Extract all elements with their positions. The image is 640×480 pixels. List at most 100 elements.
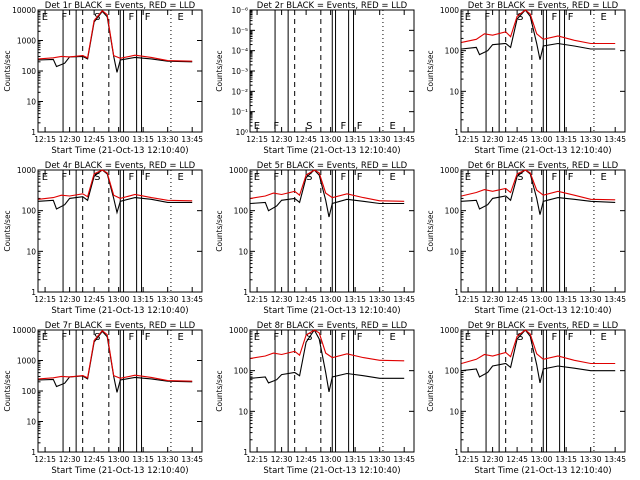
x-tick-label: 13:45 bbox=[604, 135, 626, 144]
x-tick-label: 12:45 bbox=[506, 135, 528, 144]
x-tick-label: 13:45 bbox=[181, 135, 203, 144]
region-label: F bbox=[568, 12, 574, 23]
x-tick-label: 12:30 bbox=[59, 135, 81, 144]
x-tick-label: 12:30 bbox=[271, 455, 293, 464]
x-tick-label: 12:15 bbox=[246, 295, 268, 304]
x-tick-label: 12:15 bbox=[34, 135, 56, 144]
y-axis-label: Counts/sec bbox=[215, 210, 224, 251]
y-tick-label: 100 bbox=[22, 387, 37, 396]
y-tick-label: 10 bbox=[238, 407, 248, 416]
x-tick-label: 12:45 bbox=[295, 135, 317, 144]
y-tick-label: 10⁰ bbox=[235, 128, 248, 137]
chart-title: Det 5r BLACK = Events, RED = LLD bbox=[257, 161, 408, 171]
x-tick-label: 13:45 bbox=[393, 455, 415, 464]
x-tick-label: 13:30 bbox=[580, 455, 602, 464]
y-tick-label: 100 bbox=[234, 207, 249, 216]
x-tick-label: 12:45 bbox=[83, 455, 105, 464]
x-tick-label: 13:45 bbox=[393, 295, 415, 304]
region-label: F bbox=[551, 12, 557, 23]
y-tick-label: 100 bbox=[445, 47, 460, 56]
x-tick-label: 13:15 bbox=[132, 135, 154, 144]
y-tick-label: 1 bbox=[454, 288, 459, 297]
x-axis-label: Start Time (21-Oct-13 12:10:40) bbox=[474, 466, 611, 476]
x-tick-label: 13:15 bbox=[555, 455, 577, 464]
x-tick-label: 13:30 bbox=[369, 295, 391, 304]
x-tick-label: 12:30 bbox=[482, 455, 504, 464]
x-tick-label: 12:15 bbox=[34, 455, 56, 464]
y-tick-label: 10⁻¹ bbox=[231, 108, 248, 117]
region-label: E bbox=[600, 172, 606, 183]
x-tick-label: 13:45 bbox=[181, 455, 203, 464]
region-label: F bbox=[61, 332, 67, 343]
region-label: S bbox=[306, 172, 312, 183]
region-label: F bbox=[357, 121, 363, 132]
y-tick-label: 10000 bbox=[12, 326, 36, 335]
x-axis-label: Start Time (21-Oct-13 12:10:40) bbox=[51, 146, 188, 156]
x-tick-label: 13:30 bbox=[157, 295, 179, 304]
y-tick-label: 1 bbox=[31, 128, 36, 137]
x-tick-label: 13:30 bbox=[369, 455, 391, 464]
x-tick-label: 12:30 bbox=[59, 455, 81, 464]
region-label: E bbox=[254, 172, 260, 183]
x-tick-label: 12:45 bbox=[506, 455, 528, 464]
chart-title: Det 4r BLACK = Events, RED = LLD bbox=[45, 161, 196, 171]
x-axis-label: Start Time (21-Oct-13 12:10:40) bbox=[263, 306, 400, 316]
region-label: E bbox=[177, 172, 183, 183]
region-label: F bbox=[340, 172, 346, 183]
chart-title: Det 2r BLACK = Events, RED = LLD bbox=[257, 1, 408, 11]
series-lld-line bbox=[461, 9, 616, 45]
x-tick-label: 13:45 bbox=[393, 135, 415, 144]
x-tick-label: 13:30 bbox=[157, 455, 179, 464]
y-axis-label: Counts/sec bbox=[215, 50, 224, 91]
series-lld-line bbox=[461, 169, 616, 201]
region-label: E bbox=[42, 172, 48, 183]
x-axis-label: Start Time (21-Oct-13 12:10:40) bbox=[263, 466, 400, 476]
x-tick-label: 13:15 bbox=[555, 135, 577, 144]
x-tick-label: 13:00 bbox=[108, 295, 130, 304]
region-label: F bbox=[568, 172, 574, 183]
x-tick-label: 13:15 bbox=[555, 295, 577, 304]
x-tick-label: 12:15 bbox=[246, 135, 268, 144]
x-tick-label: 13:00 bbox=[108, 455, 130, 464]
series-lld-line bbox=[461, 329, 616, 365]
chart-title: Det 8r BLACK = Events, RED = LLD bbox=[257, 321, 408, 331]
x-tick-label: 12:15 bbox=[246, 455, 268, 464]
region-label: F bbox=[484, 12, 490, 23]
y-tick-label: 1 bbox=[454, 448, 459, 457]
x-axis-label: Start Time (21-Oct-13 12:10:40) bbox=[51, 306, 188, 316]
y-tick-label: 1000 bbox=[440, 326, 459, 335]
y-tick-label: 10 bbox=[26, 418, 36, 427]
region-label: F bbox=[340, 332, 346, 343]
x-tick-label: 13:30 bbox=[157, 135, 179, 144]
y-tick-label: 1000 bbox=[17, 37, 36, 46]
x-tick-label: 13:15 bbox=[132, 295, 154, 304]
chart-panel-3: Det 3r BLACK = Events, RED = LLD 1 10 100 10… bbox=[426, 1, 626, 156]
y-tick-label: 10 bbox=[449, 87, 459, 96]
y-tick-label: 10 bbox=[238, 247, 248, 256]
chart-panel-9: Det 9r BLACK = Events, RED = LLD 1 10 100 10… bbox=[426, 321, 626, 476]
x-tick-label: 13:30 bbox=[369, 135, 391, 144]
y-tick-label: 1 bbox=[31, 448, 36, 457]
y-tick-label: 100 bbox=[445, 207, 460, 216]
x-tick-label: 13:30 bbox=[580, 295, 602, 304]
y-tick-label: 100 bbox=[22, 67, 37, 76]
y-tick-label: 1000 bbox=[440, 166, 459, 175]
x-axis-label: Start Time (21-Oct-13 12:10:40) bbox=[474, 306, 611, 316]
chart-panel-4: Det 4r BLACK = Events, RED = LLD 1 10 100 10… bbox=[3, 161, 203, 316]
y-tick-label: 10 bbox=[449, 247, 459, 256]
region-label: E bbox=[389, 332, 395, 343]
y-axis-label: Counts/sec bbox=[3, 50, 12, 91]
region-label: S bbox=[94, 172, 100, 183]
x-tick-label: 12:15 bbox=[457, 135, 479, 144]
region-label: F bbox=[551, 332, 557, 343]
y-tick-label: 10⁻⁵ bbox=[231, 26, 248, 35]
x-tick-label: 12:30 bbox=[271, 135, 293, 144]
y-axis-label: Counts/sec bbox=[3, 370, 12, 411]
y-tick-label: 1 bbox=[31, 288, 36, 297]
x-tick-label: 13:15 bbox=[344, 295, 366, 304]
x-tick-label: 12:30 bbox=[59, 295, 81, 304]
x-tick-label: 12:15 bbox=[457, 455, 479, 464]
x-tick-label: 13:15 bbox=[344, 455, 366, 464]
region-label: F bbox=[145, 332, 151, 343]
region-label: E bbox=[600, 332, 606, 343]
